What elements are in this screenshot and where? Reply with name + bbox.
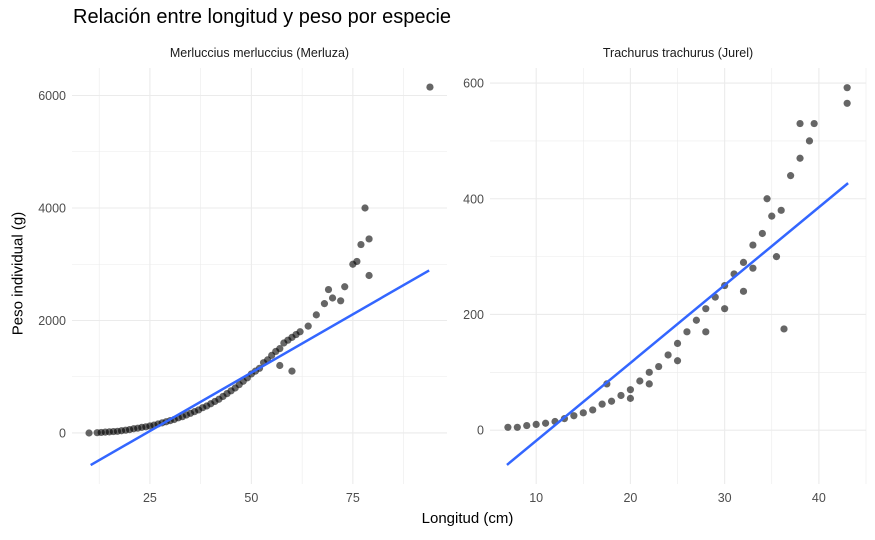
data-point xyxy=(570,412,578,420)
regression-line xyxy=(90,269,430,467)
data-point xyxy=(541,419,550,427)
data-point xyxy=(598,400,606,408)
data-point xyxy=(772,253,781,261)
data-point xyxy=(328,294,337,302)
x-tick-label: 75 xyxy=(346,491,360,505)
data-point xyxy=(589,406,597,414)
x-tick-label: 25 xyxy=(143,491,157,505)
data-point xyxy=(843,84,851,92)
data-point xyxy=(341,283,349,291)
y-tick-label: 4000 xyxy=(38,201,66,215)
y-tick-label: 2000 xyxy=(38,314,66,328)
data-point xyxy=(320,300,329,308)
y-tick-label: 0 xyxy=(477,424,484,438)
data-point xyxy=(787,172,795,180)
data-point xyxy=(532,420,540,429)
data-point xyxy=(739,287,748,295)
data-point xyxy=(692,316,700,324)
data-point xyxy=(655,362,663,371)
y-tick-label: 0 xyxy=(59,426,66,440)
data-point xyxy=(85,429,93,437)
data-point xyxy=(805,137,814,145)
data-point xyxy=(739,258,748,267)
data-point xyxy=(296,328,304,336)
y-tick-label: 6000 xyxy=(38,89,66,103)
data-point xyxy=(749,241,757,249)
x-tick-label: 10 xyxy=(529,491,543,505)
data-point xyxy=(304,322,312,330)
data-point xyxy=(312,311,320,319)
data-point xyxy=(607,397,616,405)
data-point xyxy=(683,328,691,336)
data-point xyxy=(702,328,710,336)
y-tick-label: 600 xyxy=(463,77,484,91)
data-point xyxy=(763,195,771,203)
data-point xyxy=(426,83,434,91)
facet-label-jurel: Trachurus trachurus (Jurel) xyxy=(602,46,754,60)
x-tick-label: 40 xyxy=(812,491,826,505)
data-point xyxy=(276,345,284,353)
data-point xyxy=(504,423,512,431)
data-point xyxy=(796,154,804,162)
chart-title: Relación entre longitud y peso por espec… xyxy=(73,6,452,28)
data-point xyxy=(673,339,682,348)
y-tick-label: 400 xyxy=(463,192,484,206)
data-point xyxy=(749,264,757,272)
data-point xyxy=(365,271,373,280)
data-point xyxy=(626,394,635,402)
facet-label-merluza: Merluccius merluccius (Merluza) xyxy=(169,46,350,60)
data-point xyxy=(777,206,785,214)
x-tick-label: 30 xyxy=(718,491,732,505)
data-point xyxy=(673,357,682,365)
data-point xyxy=(768,212,776,220)
data-point xyxy=(796,119,804,128)
data-point xyxy=(513,423,521,431)
data-point xyxy=(357,240,365,249)
data-point xyxy=(664,351,672,359)
data-point xyxy=(626,386,635,394)
x-axis-label: Longitud (cm) xyxy=(421,510,514,527)
data-point xyxy=(617,391,625,400)
x-tick-label: 20 xyxy=(623,491,637,505)
data-point xyxy=(523,421,531,430)
regression-line xyxy=(506,182,849,466)
data-point xyxy=(337,297,345,305)
y-tick-label: 200 xyxy=(463,308,484,322)
data-point xyxy=(702,305,710,313)
data-point xyxy=(721,305,729,313)
data-point xyxy=(810,119,818,128)
x-tick-label: 50 xyxy=(244,491,258,505)
data-point xyxy=(361,204,369,212)
data-point xyxy=(645,380,653,388)
data-point xyxy=(645,368,653,376)
data-point xyxy=(288,367,296,375)
data-point xyxy=(636,377,644,385)
data-point xyxy=(780,325,788,333)
data-point xyxy=(579,409,587,417)
data-point xyxy=(758,229,766,238)
data-point xyxy=(324,285,333,294)
data-point xyxy=(843,99,851,107)
data-point xyxy=(353,257,361,266)
data-point xyxy=(365,235,373,243)
data-point xyxy=(276,361,284,370)
